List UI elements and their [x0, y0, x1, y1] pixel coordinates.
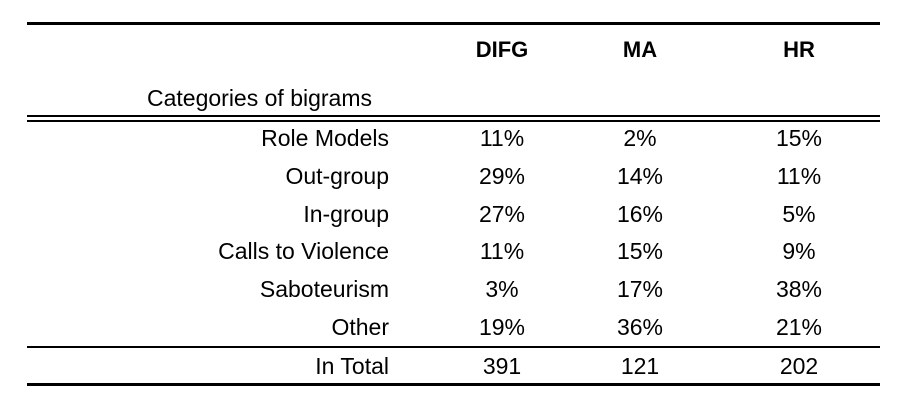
total-value-ma: 121 [620, 353, 660, 379]
total-value-difg: 391 [482, 353, 522, 379]
table-cell: 29% [478, 162, 526, 189]
table-cell: 11% [776, 162, 822, 189]
column-header-difg: DIFG [475, 37, 529, 62]
table-cell: 9% [782, 238, 816, 265]
row-label: Out-group [285, 162, 389, 189]
table-cell: 11% [479, 238, 525, 265]
table-cell: 5% [782, 200, 816, 227]
table-cell: 21% [775, 314, 823, 340]
header-double-rule-top [27, 115, 880, 117]
table-cell: 15% [616, 238, 664, 265]
row-label: Role Models [261, 125, 389, 151]
table-cell: 16% [616, 200, 664, 227]
bottom-rule [27, 383, 880, 386]
row-label: Other [331, 314, 389, 340]
row-label: Saboteurism [259, 276, 389, 303]
table-cell: 14% [616, 162, 664, 189]
header-double-rule-bottom [27, 120, 880, 122]
column-header-ma: MA [622, 37, 658, 62]
total-label: In Total [315, 353, 389, 379]
top-rule [27, 22, 880, 25]
row-header-label: Categories of bigrams [147, 85, 372, 111]
table-cell: 17% [616, 276, 664, 303]
table-cell: 3% [485, 276, 519, 303]
table-cell: 38% [775, 276, 823, 303]
table-cell: 27% [478, 200, 526, 227]
table-cell: 11% [479, 125, 525, 151]
row-label: Calls to Violence [218, 238, 389, 265]
table-cell: 2% [623, 125, 657, 151]
row-label: In-group [303, 200, 389, 227]
table-cell: 15% [775, 125, 823, 151]
total-rule [27, 346, 880, 348]
total-value-hr: 202 [779, 353, 819, 379]
table-cell: 19% [478, 314, 526, 340]
table-cell: 36% [616, 314, 664, 340]
column-header-hr: HR [783, 37, 815, 62]
